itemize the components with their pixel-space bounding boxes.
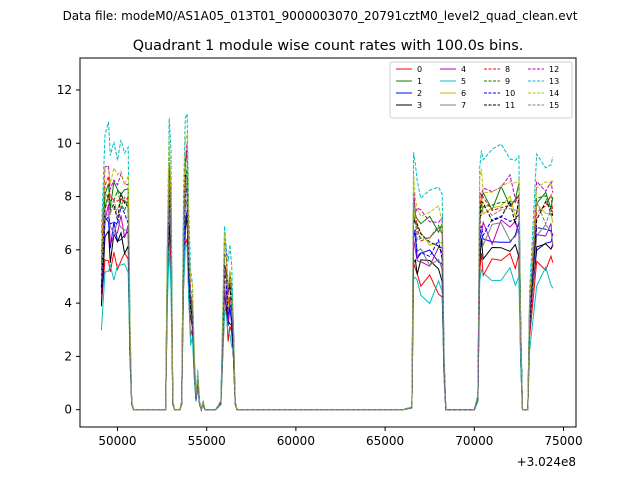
- legend-label-9: 9: [505, 77, 510, 86]
- legend-label-14: 14: [549, 89, 559, 98]
- x-tick-label: 70000: [455, 434, 493, 448]
- legend-label-1: 1: [417, 77, 422, 86]
- y-tick-label: 8: [64, 190, 72, 204]
- legend-label-6: 6: [461, 89, 466, 98]
- x-tick-label: 50000: [98, 434, 136, 448]
- y-tick-label: 0: [64, 403, 72, 417]
- figure-suptitle: Data file: modeM0/AS1A05_013T01_90000030…: [63, 9, 578, 23]
- legend-frame: [389, 61, 573, 119]
- y-tick-label: 2: [64, 349, 72, 363]
- series-layer: [100, 113, 554, 412]
- legend-label-12: 12: [549, 65, 559, 74]
- legend-label-5: 5: [461, 77, 466, 86]
- legend-label-13: 13: [549, 77, 559, 86]
- x-tick-label: 60000: [277, 434, 315, 448]
- y-tick-label: 10: [57, 136, 72, 150]
- y-axis: 0 2 4 6 8 10 12: [57, 83, 80, 417]
- legend-label-4: 4: [461, 65, 466, 74]
- legend-label-7: 7: [461, 101, 466, 110]
- y-tick-label: 6: [64, 243, 72, 257]
- chart-title: Quadrant 1 module wise count rates with …: [133, 38, 524, 54]
- x-tick-label: 65000: [366, 434, 404, 448]
- legend-label-8: 8: [505, 65, 510, 74]
- series-line-15: [100, 180, 554, 411]
- y-tick-label: 12: [57, 83, 72, 97]
- y-tick-label: 4: [64, 296, 72, 310]
- plot-frame: [79, 57, 577, 428]
- legend-label-10: 10: [505, 89, 515, 98]
- legend-label-15: 15: [549, 101, 559, 110]
- legend-label-2: 2: [417, 89, 422, 98]
- x-tick-label: 55000: [188, 434, 226, 448]
- legend-label-11: 11: [505, 101, 515, 110]
- x-offset-label: +3.024e8: [517, 455, 576, 469]
- legend-label-0: 0: [417, 65, 422, 74]
- legend-label-3: 3: [417, 101, 422, 110]
- x-tick-label: 75000: [544, 434, 582, 448]
- x-axis: 50000 55000 60000 65000 70000 75000: [98, 427, 583, 448]
